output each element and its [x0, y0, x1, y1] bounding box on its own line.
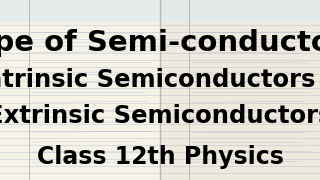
Bar: [0, 0, 160, 22]
Text: Type of Semi-conductors: Type of Semi-conductors: [0, 29, 320, 57]
Bar: [160, 0, 320, 22]
Bar: [160, 0, 320, 180]
Text: Extrinsic Semiconductors: Extrinsic Semiconductors: [0, 104, 320, 128]
Text: Class 12th Physics: Class 12th Physics: [36, 145, 284, 169]
Bar: [0, 0, 160, 180]
Text: Intrinsic Semiconductors &: Intrinsic Semiconductors &: [0, 68, 320, 92]
